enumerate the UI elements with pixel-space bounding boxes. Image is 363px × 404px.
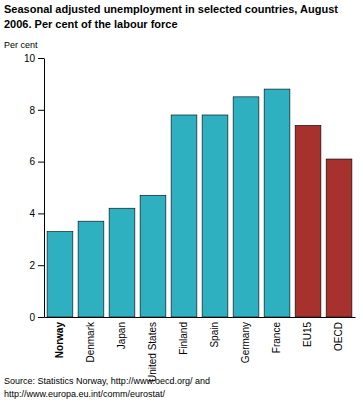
y-tick-mark xyxy=(38,58,44,59)
y-tick-label: 6 xyxy=(29,156,35,167)
y-label: Per cent xyxy=(4,40,38,50)
y-tick-label: 0 xyxy=(29,312,35,323)
bar xyxy=(295,125,321,317)
y-tick: 10 xyxy=(24,53,44,64)
chart: Seasonal adjusted unemployment in select… xyxy=(0,0,363,404)
x-tick-label: EU15 xyxy=(302,322,313,347)
y-tick-label: 4 xyxy=(29,208,35,219)
title: Seasonal adjusted unemployment in select… xyxy=(4,3,338,30)
y-tick: 6 xyxy=(29,156,44,167)
y-tick-label: 8 xyxy=(29,105,35,116)
x-tick: Denmark xyxy=(85,317,96,363)
bar xyxy=(202,115,228,317)
x-tick-label: France xyxy=(271,322,282,354)
y-tick-label: 2 xyxy=(29,260,35,271)
x-tick-label: OECD xyxy=(333,322,344,351)
x-tick-label: Denmark xyxy=(85,321,96,363)
bar xyxy=(140,195,166,317)
y-tick: 8 xyxy=(29,105,44,116)
x-tick: Finland xyxy=(178,317,189,355)
y-tick: 2 xyxy=(29,260,44,271)
y-axis: 0 2 4 6 8 10 xyxy=(24,53,45,323)
x-tick-label: Spain xyxy=(209,322,220,348)
bar xyxy=(109,208,135,317)
source: Source: Statistics Norway, http://www.oe… xyxy=(4,376,210,399)
y-axis-line xyxy=(44,59,45,318)
bar xyxy=(233,97,259,317)
x-tick-label: Finland xyxy=(178,322,189,355)
bar xyxy=(264,89,290,317)
x-tick-label: Germany xyxy=(240,322,251,363)
y-tick-mark xyxy=(38,317,44,318)
bar xyxy=(171,115,197,317)
x-tick-label: Japan xyxy=(116,322,127,349)
bar xyxy=(47,232,73,317)
x-tick: Germany xyxy=(240,317,251,363)
y-tick: 4 xyxy=(29,208,44,219)
x-tick-label: United States xyxy=(147,322,158,382)
x-axis-line xyxy=(45,317,356,318)
x-axis: Norway Denmark Japan United States Finland Sp… xyxy=(45,317,356,382)
bar xyxy=(78,221,104,317)
x-tick: EU15 xyxy=(302,317,313,347)
x-tick: Norway xyxy=(54,317,65,358)
x-tick: United States xyxy=(147,317,158,382)
y-tick-mark xyxy=(38,213,44,214)
y-tick: 0 xyxy=(29,312,44,323)
y-tick-mark xyxy=(38,162,44,163)
bar xyxy=(326,159,352,317)
y-tick-mark xyxy=(38,265,44,266)
x-tick: Spain xyxy=(209,317,220,348)
x-tick: OECD xyxy=(333,317,344,351)
y-tick-label: 10 xyxy=(24,53,36,64)
bars xyxy=(47,89,352,317)
y-tick-mark xyxy=(38,110,44,111)
x-tick: Japan xyxy=(116,317,127,349)
x-tick: France xyxy=(271,317,282,353)
x-tick-label: Norway xyxy=(54,322,65,359)
